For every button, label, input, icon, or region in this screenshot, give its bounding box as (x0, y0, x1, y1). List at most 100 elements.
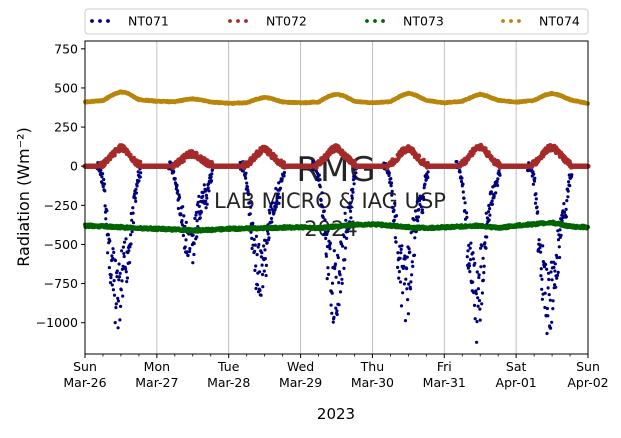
data-point-NT071 (534, 192, 537, 195)
data-point-NT071 (404, 319, 407, 322)
data-point-NT071 (123, 241, 126, 244)
data-point-NT071 (114, 306, 117, 309)
data-point-NT071 (485, 235, 488, 238)
data-point-NT071 (466, 249, 469, 252)
data-point-NT071 (480, 302, 483, 305)
data-point-NT071 (469, 247, 472, 250)
data-point-NT071 (175, 184, 178, 187)
data-point-NT071 (469, 258, 472, 261)
data-point-NT071 (270, 220, 273, 223)
data-point-NT071 (344, 219, 347, 222)
data-point-NT071 (350, 205, 353, 208)
data-point-NT071 (191, 261, 194, 264)
data-point-NT071 (496, 177, 499, 180)
data-point-NT071 (254, 264, 257, 267)
data-point-NT071 (565, 199, 568, 202)
data-point-NT071 (325, 233, 328, 236)
data-point-NT071 (114, 321, 117, 324)
data-point-NT071 (118, 318, 121, 321)
data-point-NT071 (426, 176, 429, 179)
data-point-NT071 (327, 273, 330, 276)
data-point-NT071 (410, 273, 413, 276)
data-point-NT071 (124, 237, 127, 240)
data-point-NT071 (121, 295, 124, 298)
data-point-NT071 (539, 251, 542, 254)
data-point-NT071 (184, 245, 187, 248)
data-point-NT071 (112, 251, 115, 254)
data-point-NT071 (124, 267, 127, 270)
data-point-NT071 (253, 269, 256, 272)
data-point-NT071 (268, 209, 271, 212)
data-point-NT071 (267, 232, 270, 235)
data-point-NT071 (475, 292, 478, 295)
data-point-NT071 (421, 211, 424, 214)
data-point-NT071 (545, 332, 548, 335)
data-point-NT071 (256, 253, 259, 256)
data-point-NT071 (244, 172, 247, 175)
data-point-NT071 (546, 307, 549, 310)
data-point-NT071 (422, 198, 425, 201)
data-point-NT071 (408, 247, 411, 250)
data-point-NT071 (417, 208, 420, 211)
data-point-NT071 (351, 197, 354, 200)
data-point-NT071 (539, 274, 542, 277)
data-point-NT071 (334, 307, 337, 310)
data-point-NT071 (538, 238, 541, 241)
data-point-NT071 (532, 173, 535, 176)
data-point-NT071 (552, 266, 555, 269)
data-point-NT071 (320, 199, 323, 202)
data-point-NT071 (496, 184, 499, 187)
data-point-NT071 (128, 261, 131, 264)
data-point-NT071 (478, 273, 481, 276)
data-point-NT071 (552, 299, 555, 302)
data-point-NT071 (246, 185, 249, 188)
data-point-NT071 (390, 194, 393, 197)
data-point-NT071 (392, 209, 395, 212)
data-point-NT071 (476, 270, 479, 273)
data-point-NT071 (197, 195, 200, 198)
data-point-NT071 (397, 277, 400, 280)
data-point-NT071 (482, 271, 485, 274)
data-point-NT071 (399, 257, 402, 260)
data-point-NT071 (405, 287, 408, 290)
data-point-NT071 (353, 182, 356, 185)
data-point-NT071 (134, 188, 137, 191)
data-point-NT071 (126, 276, 129, 279)
data-point-NT071 (337, 303, 340, 306)
data-point-NT071 (547, 278, 550, 281)
data-point-NT071 (205, 194, 208, 197)
data-point-NT071 (491, 203, 494, 206)
data-point-NT071 (122, 246, 125, 249)
data-point-NT071 (331, 292, 334, 295)
data-point-NT071 (393, 219, 396, 222)
data-point-NT071 (491, 199, 494, 202)
data-point-NT071 (498, 174, 501, 177)
data-point-NT071 (275, 205, 278, 208)
data-point-NT071 (270, 217, 273, 220)
data-point-NT071 (103, 182, 106, 185)
data-point-NT072 (182, 159, 186, 163)
data-point-NT071 (400, 244, 403, 247)
data-point-NT071 (318, 178, 321, 181)
data-point-NT071 (460, 177, 463, 180)
data-point-NT071 (104, 204, 107, 207)
data-point-NT071 (399, 251, 402, 254)
data-point-NT071 (400, 248, 403, 251)
data-point-NT071 (493, 194, 496, 197)
data-point-NT071 (475, 341, 478, 344)
data-point-NT071 (455, 160, 458, 163)
data-point-NT071 (349, 216, 352, 219)
data-point-NT071 (261, 285, 264, 288)
data-point-NT071 (182, 234, 185, 237)
data-point-NT071 (248, 201, 251, 204)
data-point-NT072 (274, 154, 278, 158)
data-point-NT071 (488, 218, 491, 221)
data-point-NT071 (174, 177, 177, 180)
data-point-NT071 (466, 255, 469, 258)
data-point-NT071 (329, 242, 332, 245)
data-point-NT071 (404, 278, 407, 281)
data-point-NT071 (479, 265, 482, 268)
data-point-NT071 (337, 281, 340, 284)
data-point-NT071 (468, 264, 471, 267)
data-point-NT071 (115, 302, 118, 305)
